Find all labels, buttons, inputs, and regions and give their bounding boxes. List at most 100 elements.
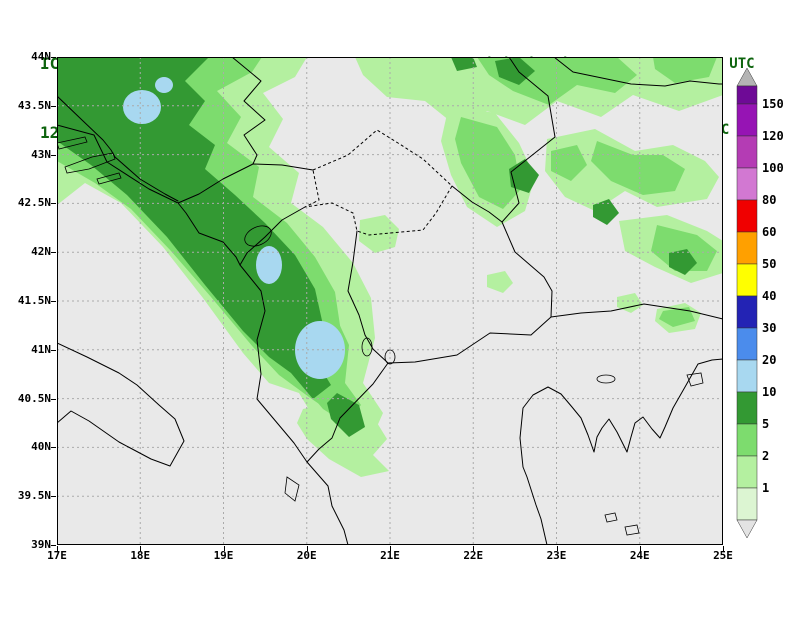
italy-coastline	[56, 342, 185, 467]
border-bulgaria-romania-danube	[553, 56, 724, 87]
lat-axis-label: 40.5N	[17, 391, 51, 405]
lon-axis-label: 17E	[47, 549, 67, 562]
lat-axis-label: 44N	[31, 50, 51, 63]
precip-layer-dark-green	[57, 57, 697, 437]
croatian-island	[96, 172, 122, 185]
aegean-coastline	[519, 358, 724, 546]
colorbar-segment	[736, 231, 758, 265]
colorbar-segment	[736, 391, 758, 425]
colorbar-label: 40	[762, 289, 776, 303]
lat-tick	[51, 545, 56, 546]
croatian-island	[64, 152, 116, 174]
border-montenegro-serbia	[252, 163, 314, 171]
colorbar-segment	[736, 263, 758, 297]
sporades-island	[624, 524, 640, 536]
lat-tick	[51, 105, 56, 107]
corfu-island	[284, 476, 300, 502]
lakes	[244, 225, 616, 384]
lon-tick	[306, 546, 308, 551]
colorbar-label: 5	[762, 417, 769, 431]
lake-koronia	[596, 374, 616, 384]
lon-tick	[723, 546, 724, 551]
lake-prespa	[384, 349, 396, 365]
colorbar-label: 120	[762, 129, 784, 143]
colorbar-arrow-bottom	[736, 519, 758, 539]
border-croatia-bosnia	[56, 95, 179, 202]
lat-tick	[51, 447, 56, 449]
colorbar-segment	[736, 85, 758, 105]
lon-tick	[556, 546, 558, 551]
lat-tick	[51, 252, 56, 254]
lon-tick	[390, 546, 391, 551]
colorbar-label: 30	[762, 321, 776, 335]
lon-axis-label: 21E	[380, 549, 400, 562]
border-albania-greece	[306, 362, 389, 463]
lat-tick	[51, 349, 56, 351]
lat-tick	[51, 496, 56, 498]
lat-tick	[51, 57, 56, 58]
lat-tick	[51, 203, 56, 205]
graticule-grid	[57, 57, 723, 545]
border-macedonia-bulgaria	[501, 221, 553, 318]
colorbar-label: 1	[762, 481, 769, 495]
lon-axis-label: 20E	[296, 549, 317, 562]
lat-axis-label: 41.5N	[17, 294, 51, 307]
border-serbia-bulgaria	[501, 56, 556, 223]
precipitation-map	[56, 56, 724, 546]
lat-tick	[51, 301, 56, 302]
border-montenegro-albania	[239, 206, 306, 266]
colorbar-label: 150	[762, 97, 784, 111]
lake-scutari	[244, 225, 272, 247]
colorbar-label: 20	[762, 353, 776, 367]
lat-axis-label: 42.5N	[17, 196, 51, 210]
border-macedonia-greece	[387, 316, 552, 364]
precipitation-colorbar: 150 120 100 80 60 50 40 30 20 10 5 2 1	[736, 67, 784, 539]
lon-tick	[223, 546, 225, 551]
adriatic-coastline	[56, 124, 349, 546]
colorbar-segment	[736, 135, 758, 169]
border-albania-macedonia	[347, 230, 389, 364]
colorbar-segment	[736, 359, 758, 393]
croatian-island	[56, 136, 88, 150]
map-canvas	[56, 56, 724, 546]
sporades-island	[604, 512, 618, 523]
colorbar-label: 80	[762, 193, 776, 207]
colorbar-segment	[736, 455, 758, 489]
lat-tick	[51, 398, 56, 400]
colorbar-segment	[736, 199, 758, 233]
colorbar-segment	[736, 423, 758, 457]
lat-axis-label: 43N	[31, 147, 51, 161]
border-bosnia-serbia	[231, 56, 266, 165]
lon-axis-label: 19E	[213, 549, 234, 562]
lon-axis-label: 23E	[546, 549, 567, 562]
thasos-island	[686, 372, 704, 387]
colorbar-segment	[736, 167, 758, 201]
lat-axis-label: 40N	[31, 440, 51, 454]
lat-axis-label: 39.5N	[17, 489, 51, 503]
country-borders	[56, 56, 724, 463]
border-bosnia-montenegro	[177, 163, 254, 204]
lon-tick	[473, 546, 475, 551]
lat-tick	[51, 154, 56, 156]
precip-layer-light-blue	[123, 77, 345, 379]
colorbar-arrow-top	[736, 67, 758, 87]
colorbar-label: 100	[762, 161, 784, 175]
lon-tick	[639, 546, 641, 551]
lat-axis-label: 42N	[31, 245, 51, 259]
colorbar-label: 50	[762, 257, 776, 271]
coastlines	[56, 124, 724, 546]
colorbar-label: 2	[762, 449, 769, 463]
colorbar-segment	[736, 327, 758, 361]
lon-axis-label: 18E	[130, 549, 151, 562]
lon-tick	[140, 546, 142, 551]
colorbar-segment	[736, 103, 758, 137]
lon-tick	[57, 546, 58, 551]
colorbar-label: 10	[762, 385, 776, 399]
lat-axis-label: 39N	[31, 538, 51, 551]
lon-axis-label: 24E	[629, 549, 650, 562]
lake-ohrid	[361, 337, 373, 357]
lon-axis-label: 25E	[713, 549, 733, 562]
colorbar-segment	[736, 295, 758, 329]
border-greece-bulgaria	[550, 303, 724, 320]
colorbar-label: 60	[762, 225, 776, 239]
